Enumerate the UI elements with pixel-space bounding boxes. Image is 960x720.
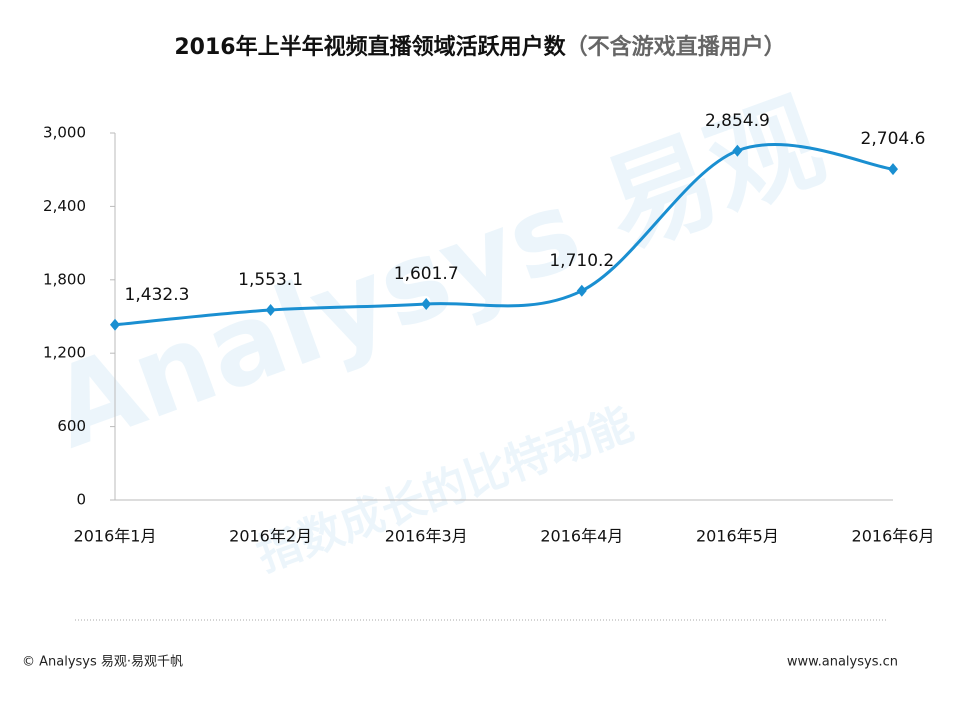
x-tick-label: 2016年6月	[852, 527, 935, 546]
watermark-slogan: 指数成长的比特动能	[250, 398, 640, 581]
data-label: 1,601.7	[394, 264, 459, 284]
x-tick-label: 2016年5月	[696, 527, 779, 546]
footer-left: © Analysys 易观·易观千帆	[22, 655, 183, 670]
footer-right: www.analysys.cn	[787, 655, 898, 670]
x-tick-label: 2016年2月	[229, 527, 312, 546]
point-marker	[110, 318, 120, 331]
x-tick-label: 2016年3月	[385, 527, 468, 546]
data-label: 2,704.6	[861, 129, 926, 149]
x-tick-label: 2016年4月	[540, 527, 623, 546]
point-marker	[888, 163, 898, 176]
y-tick-label: 1,200	[43, 344, 86, 362]
point-marker	[265, 304, 276, 317]
data-label: 1,432.3	[125, 285, 190, 305]
y-tick-label: 600	[57, 417, 86, 435]
series-line	[114, 143, 894, 327]
point-marker	[732, 144, 743, 157]
y-tick-label: 2,400	[43, 197, 86, 215]
data-label: 1,553.1	[238, 270, 303, 290]
y-tick-label: 3,000	[43, 124, 86, 142]
watermark: Analysys 易观 指数成长的比特动能	[35, 76, 838, 581]
y-tick-label: 1,800	[43, 270, 86, 288]
chart-title: 2016年上半年视频直播领域活跃用户数（不含游戏直播用户）	[174, 34, 785, 60]
title-note: （不含游戏直播用户）	[566, 34, 786, 60]
x-tick-label: 2016年1月	[74, 527, 157, 546]
data-label: 2,854.9	[705, 111, 770, 131]
data-label: 1,710.2	[549, 251, 614, 271]
point-marker	[421, 298, 432, 311]
point-marker	[576, 284, 587, 297]
y-tick-label: 0	[76, 491, 86, 509]
title-main: 2016年上半年视频直播领域活跃用户数	[174, 34, 566, 60]
